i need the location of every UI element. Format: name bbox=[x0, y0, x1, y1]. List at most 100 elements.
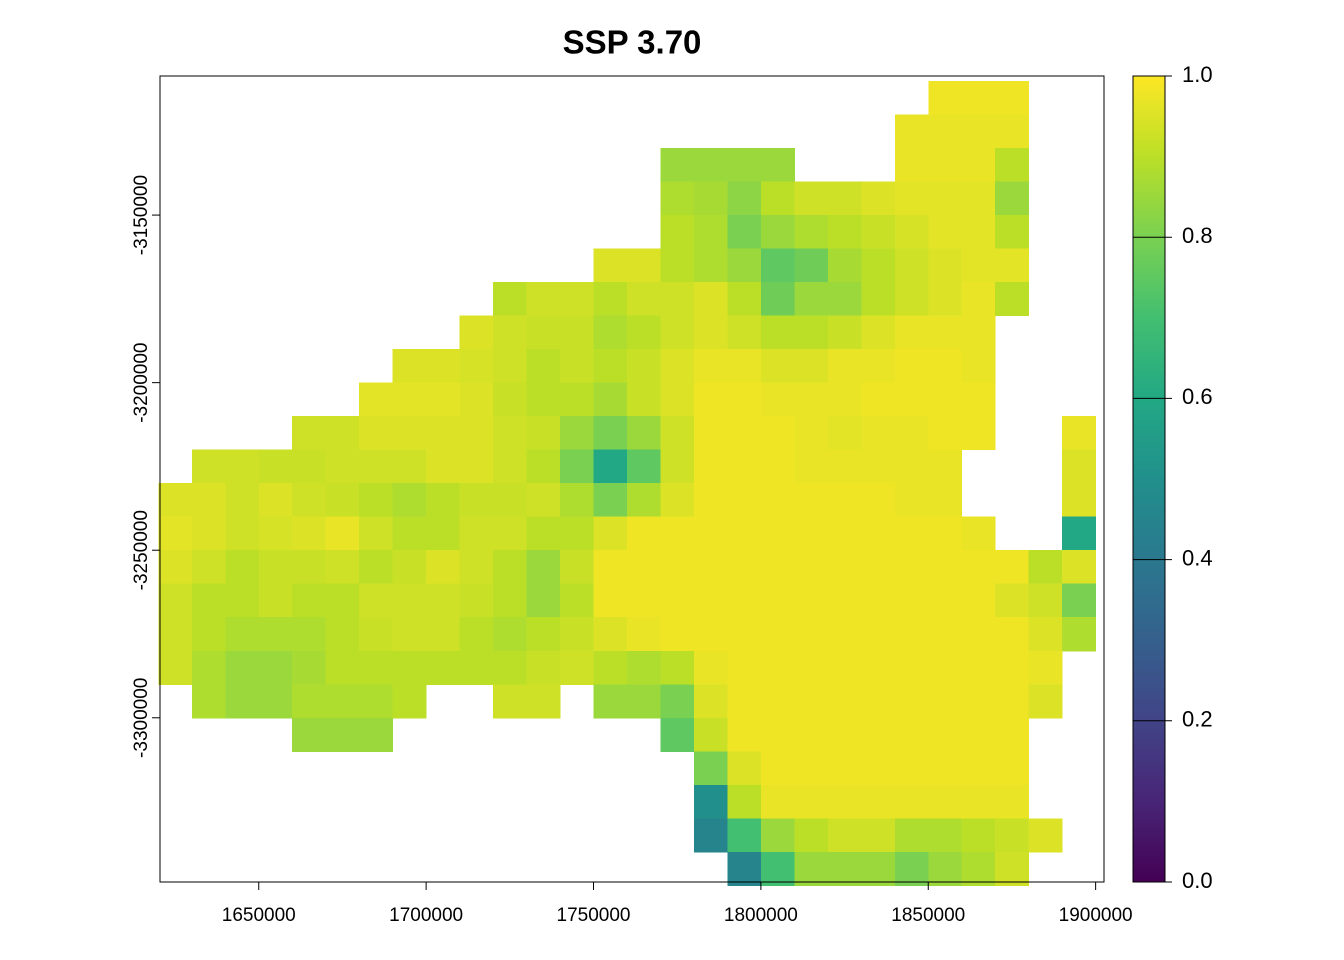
raster-cell bbox=[928, 617, 963, 652]
raster-cell bbox=[626, 382, 661, 417]
raster-cell bbox=[191, 583, 226, 618]
raster-cell bbox=[760, 818, 795, 853]
raster-cell bbox=[794, 751, 829, 786]
raster-cell bbox=[526, 583, 561, 618]
raster-cell bbox=[660, 717, 695, 752]
raster-cell bbox=[961, 148, 996, 183]
raster-cell bbox=[995, 81, 1030, 116]
raster-cell bbox=[894, 650, 929, 685]
colorbar-tick-label: 0.8 bbox=[1182, 223, 1213, 248]
raster-cell bbox=[760, 248, 795, 283]
raster-cell bbox=[928, 684, 963, 719]
raster-cell bbox=[660, 449, 695, 484]
raster-cell bbox=[392, 583, 427, 618]
raster-cell bbox=[928, 114, 963, 149]
raster-cell bbox=[158, 483, 193, 518]
raster-cell bbox=[827, 248, 862, 283]
raster-cell bbox=[861, 282, 896, 317]
raster-cell bbox=[928, 818, 963, 853]
raster-cell bbox=[727, 416, 762, 451]
colorbar-tick-label: 0.2 bbox=[1182, 707, 1213, 732]
raster-cell bbox=[359, 617, 394, 652]
raster-cell bbox=[292, 483, 327, 518]
raster-cell bbox=[894, 851, 929, 886]
raster-cell bbox=[760, 784, 795, 819]
raster-cell bbox=[191, 617, 226, 652]
raster-cell bbox=[827, 483, 862, 518]
raster-cell bbox=[593, 382, 628, 417]
raster-cell bbox=[861, 851, 896, 886]
raster-cell bbox=[928, 215, 963, 250]
raster-cell bbox=[894, 483, 929, 518]
raster-cell bbox=[1062, 516, 1097, 551]
raster-cell bbox=[493, 650, 528, 685]
raster-cell bbox=[459, 382, 494, 417]
raster-cell bbox=[894, 550, 929, 585]
raster-cell bbox=[693, 717, 728, 752]
raster-cell bbox=[560, 416, 595, 451]
raster-cell bbox=[760, 449, 795, 484]
raster-cell bbox=[693, 650, 728, 685]
raster-cell bbox=[861, 583, 896, 618]
raster-cell bbox=[760, 684, 795, 719]
raster-cell bbox=[928, 382, 963, 417]
raster-cell bbox=[593, 349, 628, 384]
raster-cell bbox=[493, 349, 528, 384]
raster-cell bbox=[760, 751, 795, 786]
raster-cell bbox=[426, 349, 461, 384]
raster-cell bbox=[727, 483, 762, 518]
raster-cell bbox=[493, 282, 528, 317]
raster-cell bbox=[928, 148, 963, 183]
raster-cell bbox=[526, 684, 561, 719]
x-tick-label: 1650000 bbox=[222, 905, 296, 926]
raster-cell bbox=[426, 550, 461, 585]
raster-cell bbox=[995, 818, 1030, 853]
raster-cell bbox=[928, 717, 963, 752]
raster-cell bbox=[459, 483, 494, 518]
raster-cell bbox=[861, 516, 896, 551]
raster-cell bbox=[861, 550, 896, 585]
raster-cell bbox=[928, 416, 963, 451]
raster-cell bbox=[225, 583, 260, 618]
raster-cell bbox=[794, 684, 829, 719]
raster bbox=[158, 81, 1097, 886]
x-tick-label: 1800000 bbox=[724, 905, 798, 926]
y-tick-label: -3300000 bbox=[131, 678, 152, 758]
raster-cell bbox=[961, 583, 996, 618]
raster-cell bbox=[693, 550, 728, 585]
raster-cell bbox=[760, 181, 795, 216]
raster-cell bbox=[961, 215, 996, 250]
raster-cell bbox=[827, 215, 862, 250]
raster-cell bbox=[760, 650, 795, 685]
raster-cell bbox=[693, 516, 728, 551]
raster-cell bbox=[760, 382, 795, 417]
raster-cell bbox=[995, 282, 1030, 317]
raster-cell bbox=[292, 583, 327, 618]
raster-cell bbox=[526, 349, 561, 384]
raster-cell bbox=[861, 784, 896, 819]
raster-cell bbox=[325, 684, 360, 719]
raster-cell bbox=[760, 516, 795, 551]
raster-cell bbox=[593, 550, 628, 585]
raster-cell bbox=[225, 550, 260, 585]
raster-cell bbox=[928, 550, 963, 585]
raster-cell bbox=[928, 248, 963, 283]
raster-cell bbox=[526, 416, 561, 451]
raster-cell bbox=[894, 315, 929, 350]
raster-cell bbox=[794, 315, 829, 350]
raster-cell bbox=[760, 215, 795, 250]
raster-cell bbox=[827, 851, 862, 886]
raster-cell bbox=[794, 516, 829, 551]
raster-cell bbox=[995, 684, 1030, 719]
raster-cell bbox=[359, 516, 394, 551]
raster-cell bbox=[727, 449, 762, 484]
colorbar-tick-label: 0.6 bbox=[1182, 384, 1213, 409]
x-tick-label: 1700000 bbox=[389, 905, 463, 926]
raster-cell bbox=[995, 181, 1030, 216]
raster-cell bbox=[660, 282, 695, 317]
raster-cell bbox=[961, 851, 996, 886]
raster-cell bbox=[459, 617, 494, 652]
raster-cell bbox=[894, 282, 929, 317]
raster-cell bbox=[928, 81, 963, 116]
raster-cell bbox=[827, 382, 862, 417]
